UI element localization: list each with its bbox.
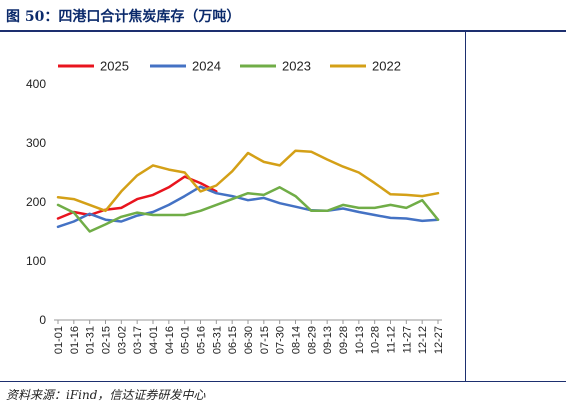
x-tick-label: 11-27	[401, 326, 413, 353]
source-note: 资料来源：iFind，信达证券研发中心	[6, 388, 206, 402]
series-line-2022	[56, 149, 440, 213]
x-tick-label: 01-16	[69, 326, 81, 354]
series-line-2024	[56, 185, 440, 229]
x-tick-label: 08-29	[306, 326, 318, 354]
y-tick-label: 400	[26, 77, 46, 91]
frame-rule	[465, 32, 466, 381]
x-tick-label: 12-27	[433, 326, 445, 354]
x-tick-label: 11-12	[386, 326, 398, 353]
legend-label-2023: 2023	[282, 59, 311, 74]
x-tick-label: 09-13	[322, 326, 334, 354]
x-tick-label: 02-15	[101, 326, 113, 354]
y-tick-label: 200	[26, 195, 46, 209]
x-tick-label: 04-01	[148, 326, 160, 354]
footer-rule	[0, 381, 566, 382]
legend-label-2025: 2025	[100, 59, 129, 74]
x-tick-label: 03-17	[132, 326, 144, 354]
x-tick-label: 04-16	[164, 326, 176, 354]
x-tick-label: 03-02	[116, 326, 128, 354]
x-tick-label: 06-30	[243, 326, 255, 354]
y-tick-label: 300	[26, 136, 46, 150]
x-tick-label: 01-01	[53, 326, 65, 354]
x-tick-label: 12-12	[417, 326, 429, 354]
x-tick-label: 01-31	[85, 326, 97, 354]
x-tick-label: 07-15	[259, 326, 271, 354]
x-tick-label: 10-28	[370, 326, 382, 354]
x-tick-label: 06-15	[227, 326, 239, 354]
legend-label-2024: 2024	[192, 59, 221, 74]
x-tick-label: 07-30	[275, 326, 287, 354]
series-line-2023	[56, 186, 440, 233]
title-rule	[0, 30, 566, 32]
y-tick-label: 0	[39, 313, 46, 327]
x-tick-label: 05-01	[180, 326, 192, 354]
x-tick-label: 05-31	[211, 326, 223, 354]
y-tick-label: 100	[26, 254, 46, 268]
page-title: 图 50：四港口合计焦炭库存（万吨）	[6, 9, 241, 25]
legend-label-2022: 2022	[372, 59, 401, 74]
x-tick-label: 09-28	[338, 326, 350, 354]
x-tick-label: 05-16	[196, 326, 208, 354]
x-tick-label: 08-14	[291, 326, 303, 354]
x-tick-label: 10-13	[354, 326, 366, 354]
